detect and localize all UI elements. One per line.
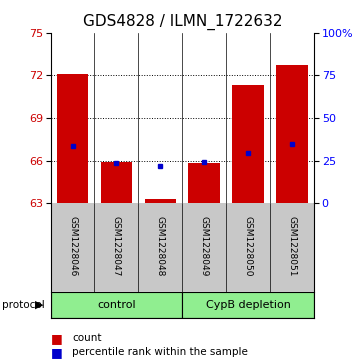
- Bar: [232, 85, 264, 203]
- Text: count: count: [72, 333, 102, 343]
- Title: GDS4828 / ILMN_1722632: GDS4828 / ILMN_1722632: [83, 14, 282, 30]
- Bar: [182, 292, 314, 318]
- Text: GSM1228050: GSM1228050: [244, 216, 253, 276]
- Text: GSM1228051: GSM1228051: [288, 216, 297, 276]
- Bar: [276, 65, 308, 203]
- Bar: [101, 162, 132, 203]
- Bar: [188, 163, 220, 203]
- Text: GSM1228049: GSM1228049: [200, 216, 209, 276]
- Text: percentile rank within the sample: percentile rank within the sample: [72, 347, 248, 357]
- Text: control: control: [97, 300, 136, 310]
- Text: GSM1228047: GSM1228047: [112, 216, 121, 276]
- Text: ■: ■: [51, 332, 62, 345]
- Bar: [51, 292, 182, 318]
- Text: ▶: ▶: [35, 300, 44, 310]
- Text: ■: ■: [51, 346, 62, 359]
- Text: GSM1228046: GSM1228046: [68, 216, 77, 276]
- Text: protocol: protocol: [2, 300, 44, 310]
- Bar: [57, 74, 88, 203]
- Text: GSM1228048: GSM1228048: [156, 216, 165, 276]
- Text: CypB depletion: CypB depletion: [206, 300, 291, 310]
- Bar: [144, 199, 176, 203]
